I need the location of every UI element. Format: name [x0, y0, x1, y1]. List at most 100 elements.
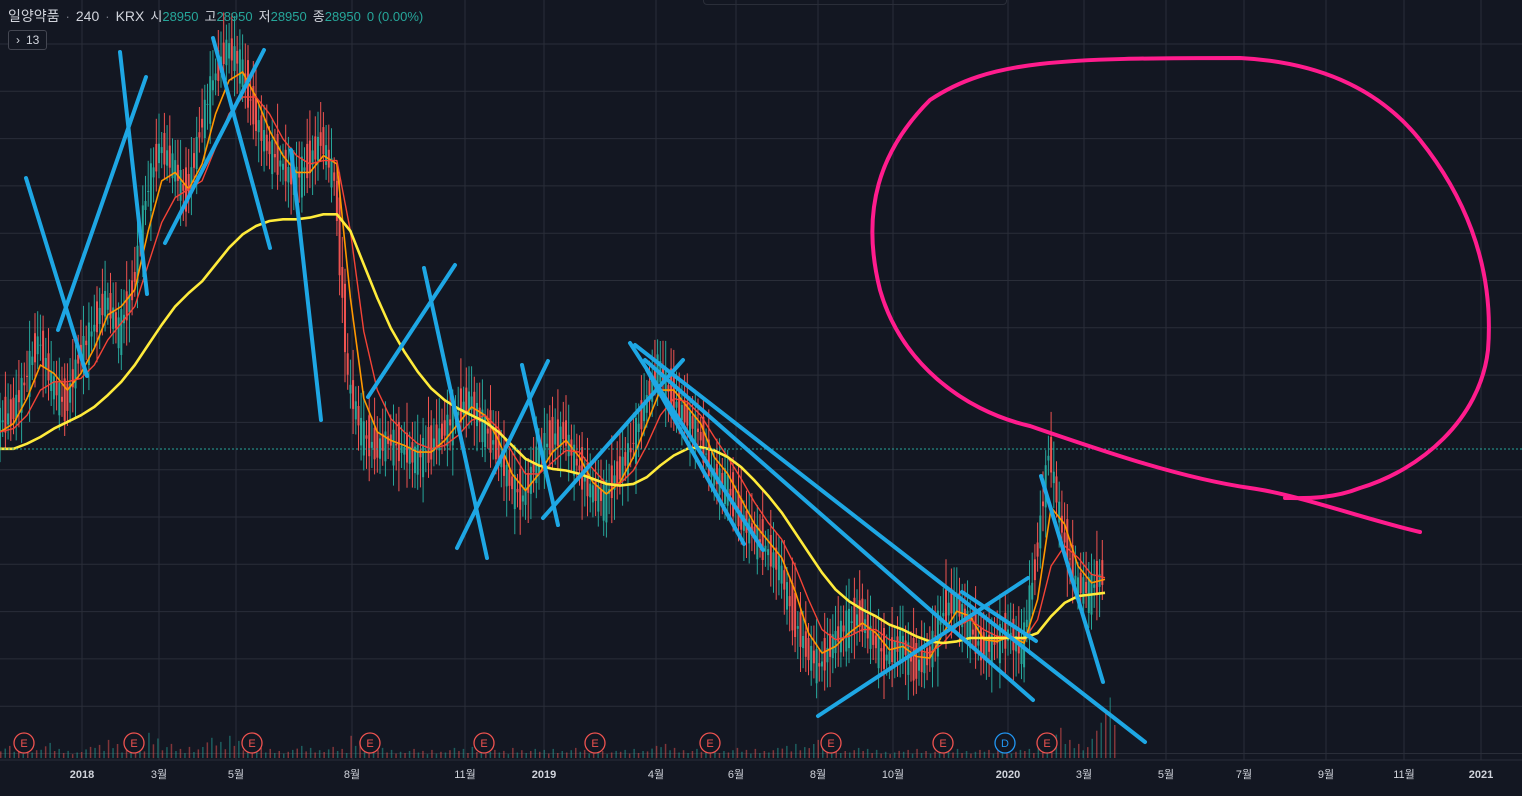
candle-body [707, 439, 710, 476]
trendline [645, 368, 746, 546]
candle-body [333, 172, 336, 181]
candle-body [1020, 639, 1023, 664]
event-circle [699, 732, 721, 754]
candle-body [446, 414, 449, 447]
volume-bar [718, 753, 721, 758]
candle-body [39, 344, 42, 346]
volume-bar [292, 749, 294, 758]
earnings-marker[interactable]: E [13, 732, 35, 754]
candle-body [772, 552, 775, 568]
volume-bar [741, 751, 743, 758]
volume-bar [997, 748, 999, 758]
volume-bar [911, 753, 914, 758]
candle-body [532, 462, 535, 473]
volume-bar [193, 752, 195, 758]
dividend-marker[interactable]: D [994, 732, 1016, 754]
symbol-name[interactable]: 일양약품 [8, 8, 60, 24]
earnings-marker[interactable]: E [584, 732, 606, 754]
event-label: D [1001, 738, 1009, 750]
volume-bar [399, 751, 402, 758]
interval[interactable]: 240 [75, 8, 100, 24]
volume-bar [422, 750, 424, 758]
volume-bar [521, 750, 523, 758]
earnings-marker[interactable]: E [359, 732, 381, 754]
candle-body [602, 484, 605, 521]
event-label: E [480, 738, 487, 750]
candle-body [263, 130, 266, 152]
candle-body [419, 449, 422, 458]
volume-bar [188, 746, 191, 758]
candle-body [403, 446, 406, 455]
candle-body [648, 380, 651, 401]
trendline [960, 590, 1038, 643]
volume-bar [13, 751, 15, 758]
candle-body [678, 387, 681, 420]
candle-body [322, 127, 325, 155]
candle-body [23, 382, 26, 386]
candle-body [721, 473, 724, 485]
volume-bar [956, 748, 959, 758]
volume-bar [552, 748, 554, 758]
volume-bar [229, 735, 231, 758]
candle-body [689, 411, 691, 437]
candle-body [144, 201, 147, 210]
volume-bar [112, 748, 114, 758]
candle-body [12, 397, 15, 420]
candle-body [753, 526, 756, 540]
volume-bar [148, 732, 150, 758]
volume-bar [673, 747, 676, 758]
candle-body [408, 446, 411, 464]
candle-body [101, 293, 104, 316]
candle-body [524, 487, 527, 505]
candle-body [171, 153, 174, 179]
volume-bar [58, 748, 60, 758]
candle-body [829, 633, 832, 657]
ohlc-high: 고28950 [204, 9, 253, 24]
trendline [24, 176, 89, 378]
volume-bar [548, 753, 550, 758]
volume-bar [413, 748, 415, 758]
freehand-circle [870, 56, 1491, 534]
volume-bar [395, 753, 397, 758]
candle-body [325, 145, 328, 165]
candle-body [581, 447, 584, 490]
candle-body [1063, 532, 1066, 543]
candle-body [853, 597, 856, 634]
earnings-marker[interactable]: E [473, 732, 495, 754]
candle-body [109, 293, 112, 319]
time-axis-label: 2020 [996, 769, 1020, 781]
volume-bar [449, 750, 451, 758]
candle-body [473, 391, 476, 416]
volume-bar [31, 752, 33, 758]
time-axis-label: 4월 [648, 768, 664, 781]
volume-bar [170, 743, 173, 758]
volume-bar [494, 749, 496, 758]
candle-body [152, 167, 155, 178]
volume-bar [736, 747, 739, 758]
indicators-toggle-button[interactable]: › 13 [8, 30, 48, 50]
candle-body [66, 383, 69, 411]
top-tab-handle[interactable] [703, 0, 1007, 5]
earnings-marker[interactable]: E [241, 732, 263, 754]
volume-bar [1060, 727, 1062, 759]
candle-body [141, 205, 144, 252]
volume-bar [404, 753, 406, 758]
time-axis-label: 10월 [882, 768, 904, 781]
earnings-marker[interactable]: E [123, 732, 145, 754]
candle-body [804, 631, 807, 657]
trendline [211, 36, 272, 250]
candle-body [236, 50, 239, 64]
candle-body [308, 140, 311, 174]
volume-bar [875, 749, 878, 758]
earnings-marker[interactable]: E [820, 732, 842, 754]
candle-body [732, 472, 735, 517]
event-circle [359, 732, 381, 754]
candle-body [7, 413, 10, 425]
earnings-marker[interactable]: E [1036, 732, 1058, 754]
earnings-marker[interactable]: E [699, 732, 721, 754]
earnings-marker[interactable]: E [932, 732, 954, 754]
candle-body [166, 150, 169, 166]
volume-bar [610, 752, 613, 758]
trendline [455, 359, 550, 550]
